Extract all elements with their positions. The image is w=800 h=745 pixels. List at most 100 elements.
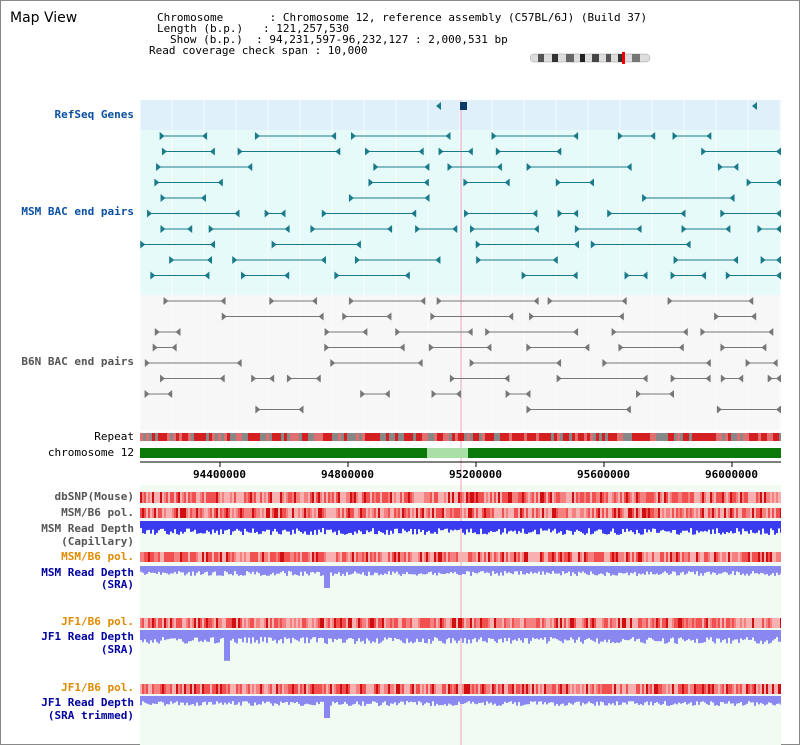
msm-b6-pol-cell (774, 508, 776, 518)
jf1-b6-pol-trimmed-cell (420, 684, 422, 694)
jf1-depth-trimmed-bar (296, 696, 298, 702)
jf1-b6-pol-cell (400, 618, 402, 628)
msm-depth-capillary-bar (310, 521, 312, 532)
jf1-b6-pol-cell (504, 618, 506, 628)
msm-b6-pol-cell (604, 508, 606, 518)
jf1-b6-pol-trimmed-cell (458, 684, 460, 694)
msm-bac-label[interactable]: MSM BAC end pairs (21, 205, 134, 218)
msm-depth-capillary-bar (242, 521, 244, 535)
msm-b6-pol-sra-cell (400, 552, 402, 562)
jf1-depth-trimmed-bar (498, 696, 500, 706)
jf1-depth-sra-bar (778, 630, 780, 642)
msm-b6-pol-cell (380, 508, 382, 518)
genome-browser-tracks[interactable] (140, 100, 781, 745)
msm-b6-pol-cell (560, 508, 562, 518)
jf1-b6-pol-cell (314, 618, 316, 628)
jf1-b6-pol-trimmed-label[interactable]: JF1/B6 pol. (61, 681, 134, 694)
msm-b6-pol-cell (584, 508, 586, 518)
dbsnp-label[interactable]: dbSNP(Mouse) (54, 490, 134, 503)
jf1-b6-pol-trimmed-cell (616, 684, 618, 694)
dbsnp-cell (176, 492, 178, 503)
jf1-b6-pol-trimmed-cell (422, 684, 424, 694)
msm-b6-pol-cell (142, 508, 144, 518)
dbsnp-cell (608, 492, 610, 503)
msm-depth-capillary-bar (292, 521, 294, 530)
refseq-genes-label[interactable]: RefSeq Genes (54, 108, 134, 121)
jf1-depth-sra-bar (458, 630, 460, 641)
jf1-read-depth-sra-label[interactable]: JF1 Read Depth (41, 630, 134, 643)
jf1-b6-pol-cell (742, 618, 744, 628)
msm-depth-sra-bar (614, 566, 616, 576)
jf1-depth-trimmed-bar (718, 696, 720, 706)
jf1-read-depth-trimmed-label[interactable]: JF1 Read Depth (41, 696, 134, 709)
jf1-b6-pol-cell (496, 618, 498, 628)
msm-b6-pol-cell (156, 508, 158, 518)
jf1-b6-pol-trimmed-cell (224, 684, 226, 694)
dbsnp-cell (616, 492, 618, 503)
jf1-depth-trimmed-bar (270, 696, 272, 704)
msm-read-depth-sra-label[interactable]: MSM Read Depth (41, 566, 134, 579)
jf1-depth-sra-bar (704, 630, 706, 642)
msm-read-depth-capillary-label[interactable]: MSM Read Depth (41, 522, 134, 535)
jf1-depth-trimmed-bar (190, 696, 192, 705)
msm-b6-pol-label[interactable]: MSM/B6 pol. (61, 506, 134, 519)
dbsnp-cell (162, 492, 164, 503)
refseq-gene-block (460, 102, 467, 110)
jf1-depth-trimmed-bar (628, 696, 630, 702)
msm-b6-pol-cell (636, 508, 638, 518)
msm-depth-capillary-bar (294, 521, 296, 534)
msm-b6-pol-cell (576, 508, 578, 518)
jf1-depth-trimmed-bar (576, 696, 578, 702)
msm-depth-capillary-bar (328, 521, 330, 530)
jf1-b6-pol-cell (452, 618, 454, 628)
msm-b6-pol-cell (234, 508, 236, 518)
jf1-depth-sra-bar (678, 630, 680, 639)
msm-depth-sra-bar (624, 566, 626, 574)
jf1-depth-sra-bar (340, 630, 342, 639)
repeat-block (386, 433, 389, 441)
jf1-depth-sra-bar (772, 630, 774, 641)
b6n-bac-pair-end (342, 312, 348, 321)
msm-b6-pol-sra-label[interactable]: MSM/B6 pol. (61, 550, 134, 563)
jf1-b6-pol-trimmed-cell (588, 684, 590, 694)
repeat-block (143, 433, 146, 441)
msm-b6-pol-cell (650, 508, 652, 518)
b6n-bac-label[interactable]: B6N BAC end pairs (21, 355, 134, 368)
jf1-b6-pol-label[interactable]: JF1/B6 pol. (61, 615, 134, 628)
repeat-block (245, 433, 248, 441)
jf1-b6-pol-trimmed-cell (206, 684, 208, 694)
jf1-b6-pol-trimmed-cell (392, 684, 394, 694)
msm-b6-pol-sra-cell (254, 552, 256, 562)
jf1-b6-pol-trimmed-cell (144, 684, 146, 694)
b6n-bac-pair-end (144, 359, 150, 367)
msm-depth-capillary-bar (472, 521, 474, 534)
msm-b6-pol-sra-cell (452, 552, 454, 562)
jf1-depth-sra-bar (558, 630, 560, 641)
chromosome-label: chromosome 12 (47, 446, 134, 459)
axis-tick-label: 95600000 (577, 468, 630, 481)
dbsnp-cell (392, 492, 394, 503)
msm-b6-pol-sra-cell (612, 552, 614, 562)
jf1-depth-sra-bar (650, 630, 652, 638)
repeat-block (419, 433, 422, 441)
jf1-depth-trimmed-bar (272, 696, 274, 706)
dbsnp-cell (348, 492, 350, 503)
msm-b6-pol-cell (502, 508, 504, 518)
msm-b6-pol-sra-cell (412, 552, 414, 562)
b6n-bac-pair-end (154, 328, 160, 336)
msm-b6-pol-sra-cell (768, 552, 770, 562)
msm-depth-sra-bar (184, 566, 186, 576)
msm-bac-pair-end (463, 178, 469, 187)
dbsnp-cell (492, 492, 494, 503)
msm-bac-pair-end (187, 225, 193, 233)
jf1-depth-sra-bar (236, 630, 238, 644)
dbsnp-cell (326, 492, 328, 503)
dbsnp-cell (718, 492, 720, 503)
msm-b6-pol-sra-cell (270, 552, 272, 562)
dbsnp-cell (632, 492, 634, 503)
dbsnp-cell (528, 492, 530, 503)
chromosome-ideogram[interactable] (530, 52, 652, 64)
msm-depth-capillary-bar (196, 521, 198, 534)
msm-b6-pol-cell (144, 508, 146, 518)
dbsnp-cell (766, 492, 768, 503)
